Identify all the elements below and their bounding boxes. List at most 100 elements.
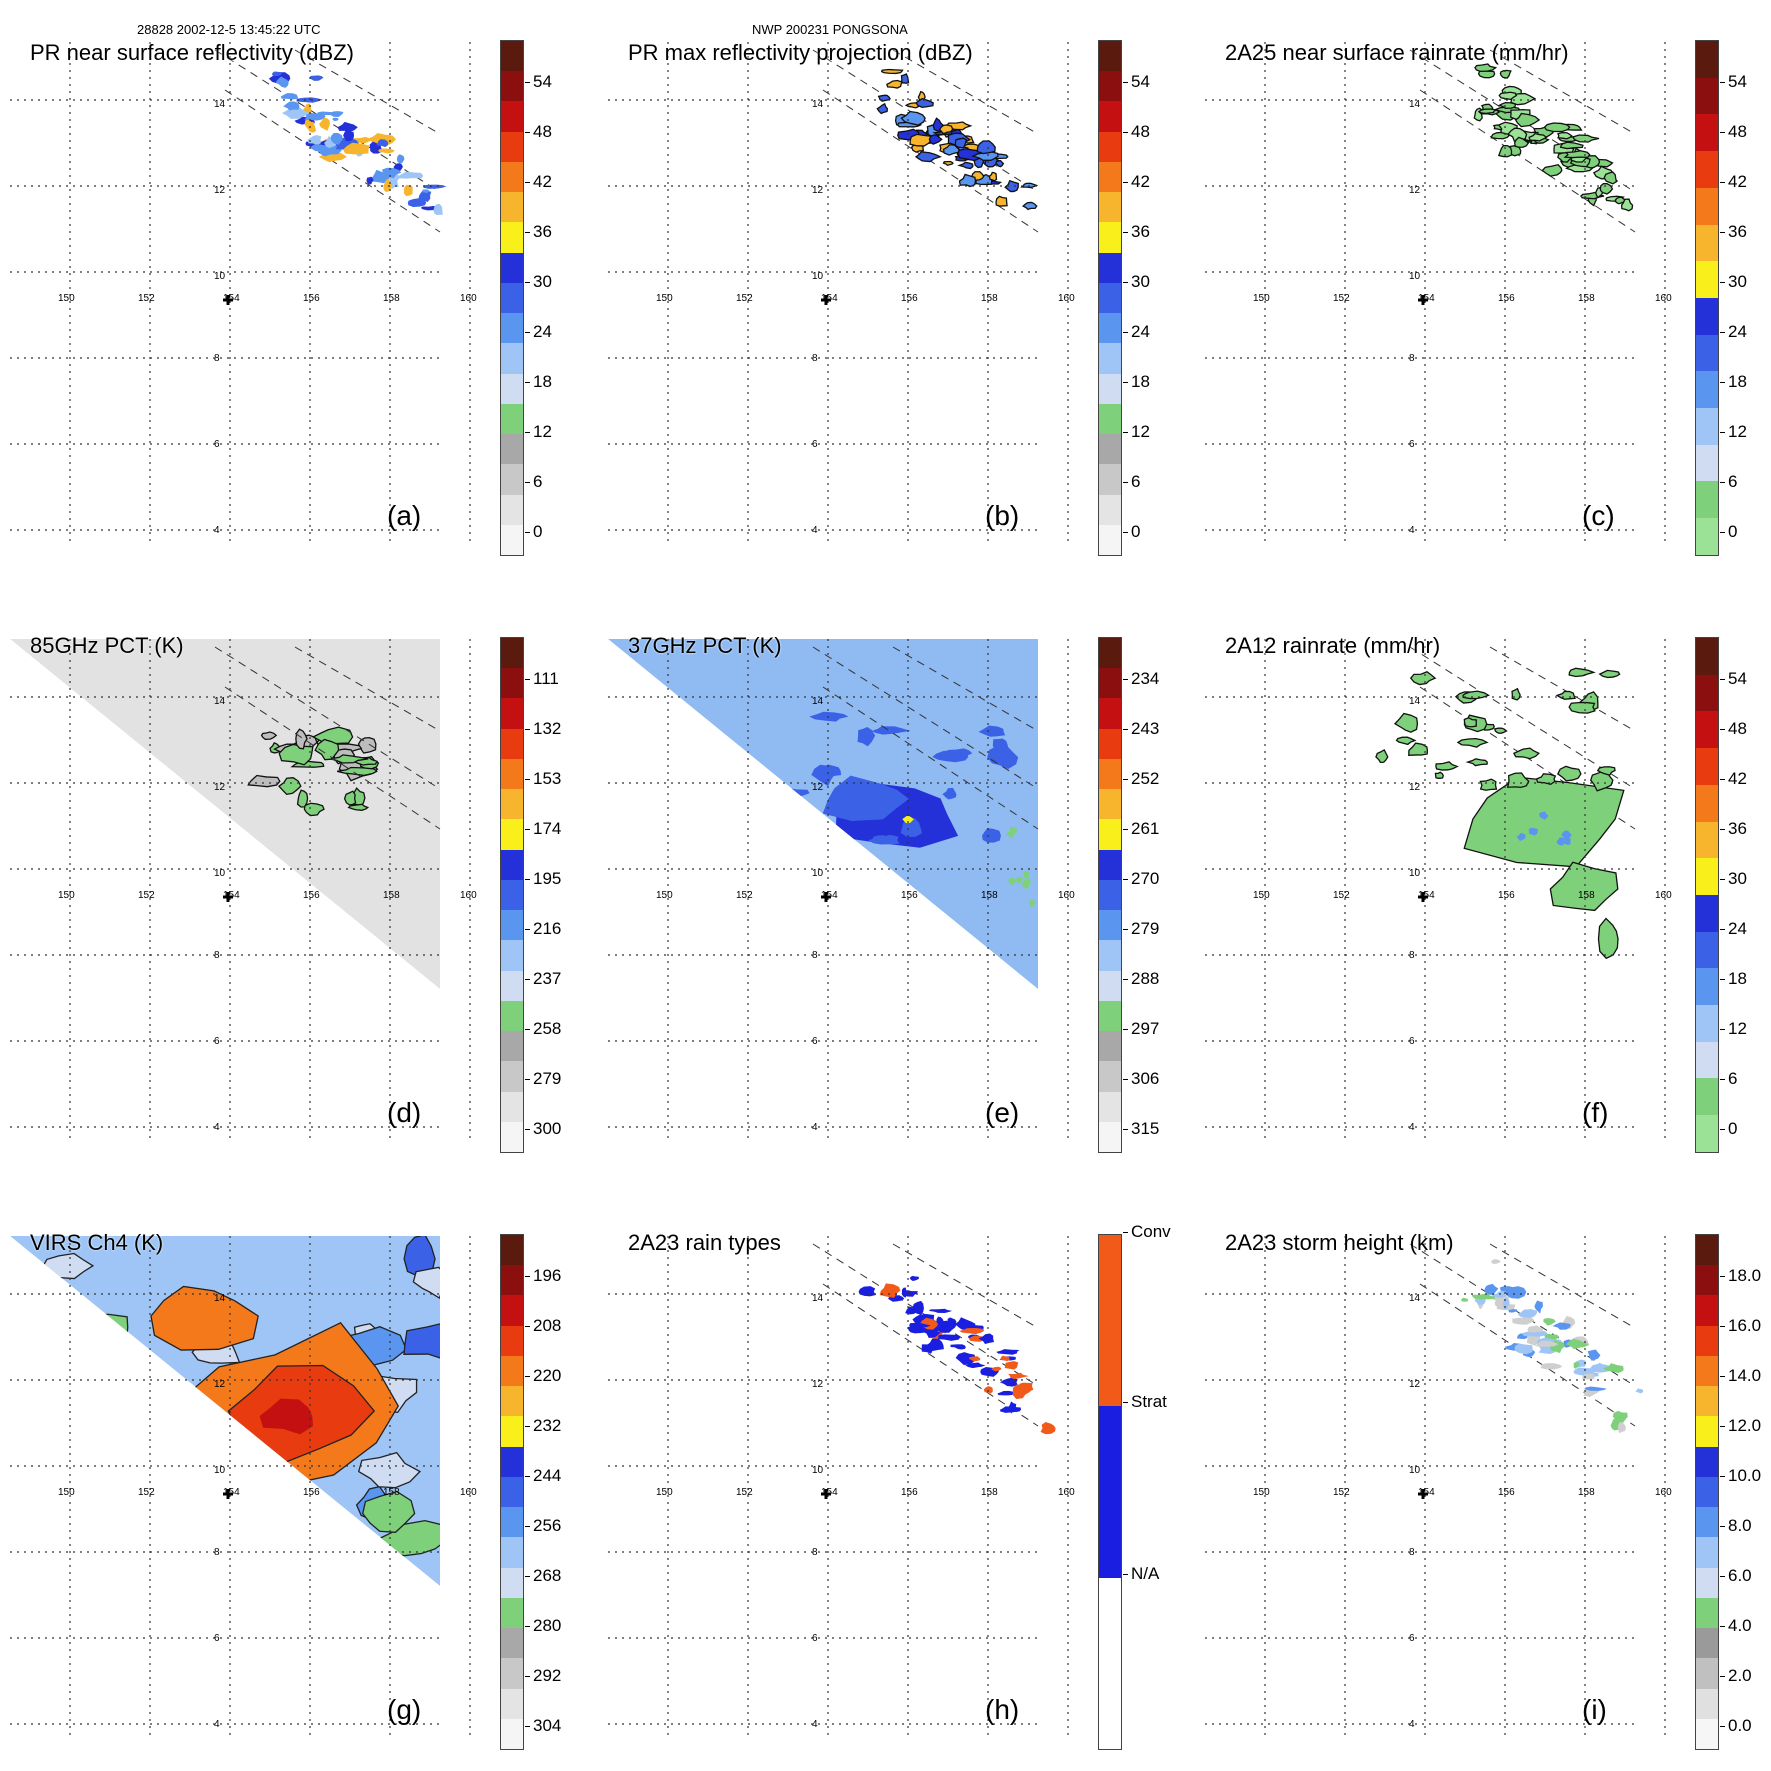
lat-label: 14 [1409, 696, 1421, 707]
lon-label: 152 [736, 1487, 753, 1498]
storm-center-marker [1418, 1489, 1428, 1499]
lat-lon-grid: 150152154156158160141210864 [10, 42, 477, 542]
rain-cell [1511, 687, 1521, 701]
colorbar-segment [1099, 638, 1121, 669]
colorbar-segment [501, 1567, 523, 1598]
rain-cell [1497, 144, 1513, 158]
colorbar-segment [501, 1325, 523, 1356]
colorbar-segment [501, 849, 523, 880]
lat-lon-grid: 150152154156158160141210864 [608, 42, 1075, 542]
lon-label: 152 [736, 890, 753, 901]
colorbar-tick-label: 258 [524, 1019, 562, 1038]
colorbar-tick-label: 42 [1720, 172, 1747, 191]
colorbar-segment [501, 1295, 523, 1326]
rain-cell [422, 189, 430, 194]
colorbar-segment [1099, 1577, 1121, 1749]
cloud-cell [245, 1496, 300, 1535]
colorbar-tick-label: 279 [1122, 919, 1160, 938]
lat-label: 6 [214, 439, 220, 450]
panel-label: (b) [985, 500, 1020, 531]
lat-label: 8 [812, 1547, 818, 1558]
rain-cell [1561, 830, 1572, 839]
rain-cell [955, 1352, 976, 1365]
rain-cell [376, 139, 389, 148]
cloud-cell [362, 1490, 416, 1533]
cloud-cell [260, 731, 278, 740]
cloud-cell [1028, 899, 1037, 908]
rain-cell [1393, 712, 1419, 733]
rain-cell [1528, 827, 1538, 836]
rain-area [1463, 776, 1625, 868]
lon-label: 160 [1655, 293, 1672, 304]
rain-cell [1594, 187, 1604, 199]
rain-cell [1568, 701, 1596, 714]
rain-cell [307, 135, 322, 146]
colorbar-tick-label: 195 [524, 869, 562, 888]
colorbar-segment [1696, 1265, 1718, 1296]
rain-cell [1534, 1300, 1543, 1314]
rain-cell [343, 129, 355, 142]
colorbar-segment [1696, 77, 1718, 115]
rain-cell [275, 76, 289, 88]
colorbar-tick-label: 24 [525, 322, 552, 341]
colorbar [500, 1234, 524, 1750]
rain-cell [1435, 761, 1459, 771]
lat-label: 4 [812, 1122, 818, 1133]
cloud-cell [857, 726, 876, 747]
cloud-cell [982, 828, 1001, 843]
rain-cell [1541, 163, 1563, 177]
rain-cell [1462, 690, 1491, 700]
swath-image [608, 639, 1038, 989]
colorbar-tick-label: 174 [524, 819, 562, 838]
colorbar-segment [501, 758, 523, 790]
swath-edge-line [224, 686, 441, 830]
cloud-cell [330, 754, 369, 764]
lon-label: 160 [1058, 293, 1075, 304]
storm-center-marker [821, 1489, 831, 1499]
colorbar-segment [1696, 674, 1718, 712]
colorbar-tick-label: 18.0 [1719, 1266, 1762, 1285]
rain-cell [1557, 131, 1573, 140]
lat-label: 12 [812, 1379, 824, 1390]
colorbar-segment [501, 192, 523, 223]
rain-cell [1557, 765, 1582, 782]
colorbar-segment [1696, 1658, 1718, 1689]
lat-lon-grid: 150152154156158160141210864 [10, 639, 477, 1139]
rain-cell [978, 1333, 995, 1345]
lat-label: 10 [1409, 271, 1421, 282]
colorbar-tick-label: Conv [1123, 1222, 1171, 1241]
rain-cell [1617, 1422, 1627, 1434]
panel-title: PR max reflectivity projection (dBZ) [628, 40, 973, 65]
colorbar-tick-label: 0 [1122, 522, 1141, 541]
cloud-core [259, 1398, 314, 1435]
rain-cell [1408, 742, 1429, 756]
colorbar-tick-label: 0 [1719, 522, 1738, 541]
colorbar-segment [501, 1628, 523, 1659]
rain-cell [1562, 837, 1571, 846]
lat-label: 10 [214, 1465, 226, 1476]
colorbar-segment [501, 403, 523, 435]
colorbar-tick-label: 306 [1122, 1069, 1160, 1088]
header-left-text: 28828 2002-12-5 13:45:22 UTC [137, 22, 321, 37]
lon-label: 156 [303, 293, 320, 304]
colorbar-tick-label: 6 [1122, 472, 1141, 491]
colorbar-segment [501, 1121, 523, 1152]
panel-title: 2A23 rain types [628, 1230, 781, 1255]
colorbar-segment [1696, 1416, 1718, 1447]
panel-g: VIRS Ch4 (K)150152154156158160141210864(… [0, 1194, 561, 1750]
cloud-cell [296, 789, 309, 808]
lat-label: 4 [1409, 525, 1415, 536]
colorbar-segment [1696, 1386, 1718, 1417]
lon-label: 160 [1655, 890, 1672, 901]
rain-cell [1375, 749, 1389, 764]
cloud-cell [343, 790, 357, 806]
colorbar-tick-label: 315 [1122, 1119, 1160, 1138]
colorbar-tick-label: 42 [1123, 172, 1150, 191]
colorbar-segment [1099, 698, 1121, 729]
colorbar-tick-label: 220 [524, 1366, 562, 1385]
rain-cell [1563, 150, 1591, 159]
swath-edge-line [812, 646, 1039, 790]
colorbar-segment [1696, 41, 1718, 78]
rain-cell [938, 124, 954, 135]
rain-cell [1465, 758, 1488, 767]
